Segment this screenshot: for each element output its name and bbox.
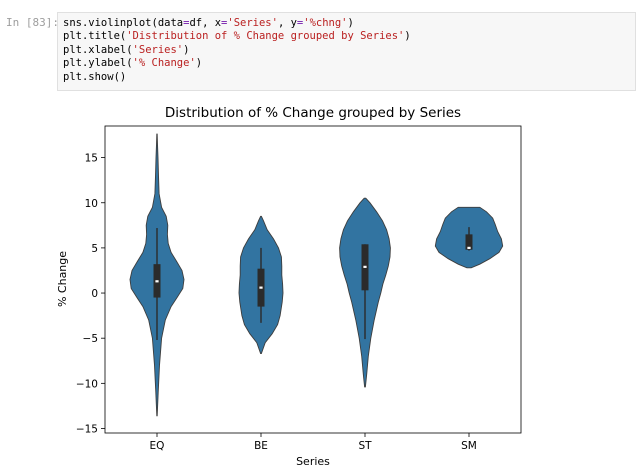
code-token: 'Distribution of % Change grouped by Ser… — [126, 30, 405, 43]
code-token: df, x — [189, 17, 222, 29]
x-tick-label: ST — [358, 440, 372, 452]
x-axis: EQ BE ST SM — [150, 433, 477, 452]
code-token: plt.title( — [63, 30, 127, 43]
code-token: ) — [347, 17, 354, 29]
x-tick-label: SM — [461, 440, 477, 452]
code-token: = — [221, 17, 228, 29]
code-token: = — [296, 17, 304, 29]
code-line: plt.xlabel('Series') — [63, 44, 635, 57]
y-tick-label: 5 — [91, 243, 98, 255]
code-token: 'Series' — [132, 43, 184, 56]
y-tick-label: 10 — [85, 198, 98, 210]
x-axis-label: Series — [296, 455, 330, 468]
code-token: '% Change' — [132, 57, 196, 70]
code-line: plt.title('Distribution of % Change grou… — [63, 30, 635, 43]
code-token: , y — [277, 17, 297, 29]
code-token: plt.show() — [63, 70, 127, 83]
y-tick-label: −10 — [76, 378, 98, 390]
y-axis: −15 −10 −5 0 5 10 15 — [76, 153, 105, 435]
code-line: plt.show() — [63, 71, 635, 84]
code-token: plt.ylabel( — [63, 57, 133, 70]
median-marker-sm — [467, 246, 471, 249]
iqr-box-sm — [465, 234, 473, 250]
chart-title: Distribution of % Change grouped by Seri… — [165, 105, 461, 121]
code-token: 'Series' — [227, 17, 278, 29]
median-marker-st — [363, 265, 367, 268]
code-token: ) — [404, 30, 411, 43]
code-token: ) — [195, 57, 203, 70]
violins-group — [129, 133, 504, 417]
y-tick-label: 0 — [91, 288, 98, 300]
y-tick-label: −5 — [83, 333, 98, 345]
code-line: sns.violinplot(data=df, x='Series', y='%… — [63, 17, 635, 30]
y-tick-label: −15 — [76, 423, 98, 435]
plot-frame — [104, 125, 522, 434]
code-token: ) — [183, 43, 190, 56]
code-token: plt.xlabel( — [63, 43, 133, 56]
code-cell[interactable]: sns.violinplot(data=df, x='Series', y='%… — [57, 12, 636, 91]
code-token: '%chng' — [303, 17, 348, 29]
y-axis-label: % Change — [56, 251, 69, 307]
median-marker-be — [259, 286, 263, 289]
y-tick-label: 15 — [85, 153, 98, 165]
x-tick-label: BE — [254, 440, 268, 452]
code-token: = — [183, 17, 190, 29]
cell-prompt: In [83]: — [6, 16, 59, 29]
x-tick-label: EQ — [150, 440, 165, 452]
code-token: sns.violinplot(data — [63, 17, 184, 29]
median-marker-eq — [155, 280, 159, 283]
code-line: plt.ylabel('% Change') — [63, 57, 635, 70]
